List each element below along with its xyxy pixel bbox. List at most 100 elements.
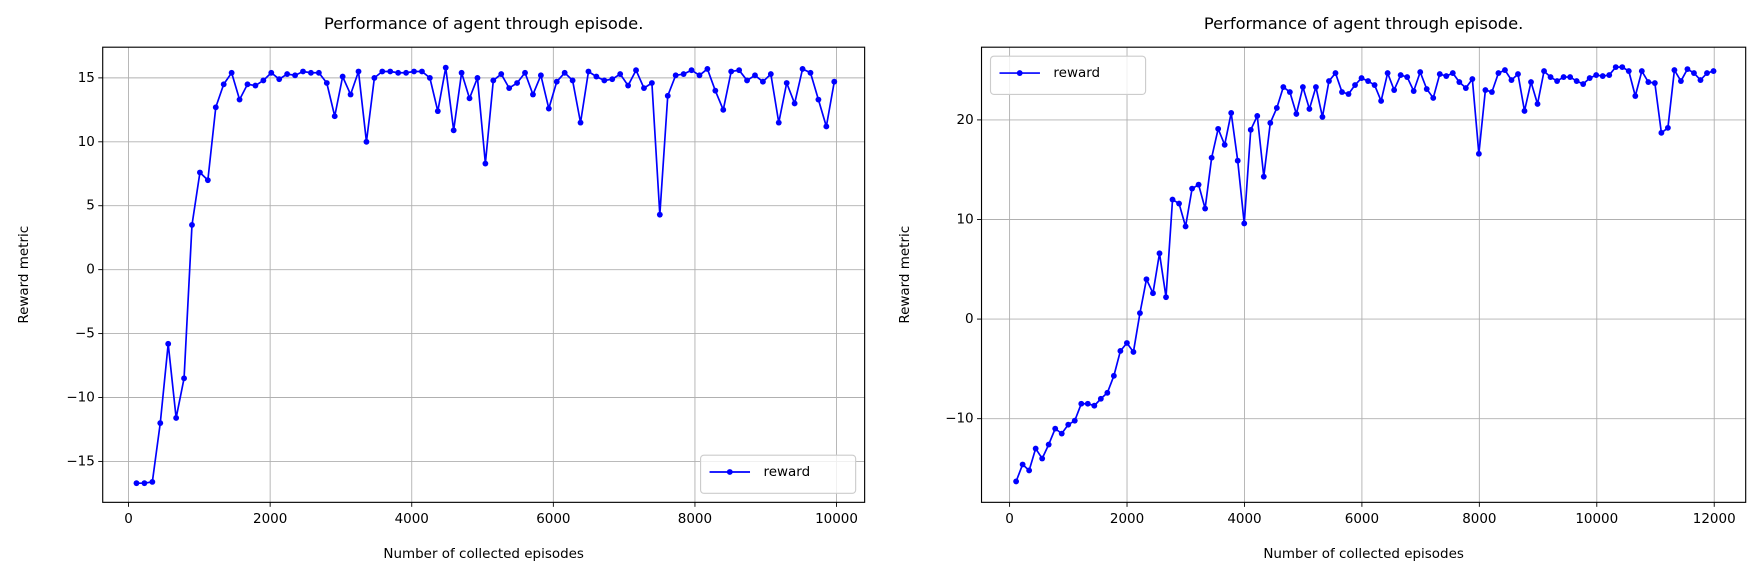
data-point: [672, 72, 679, 79]
data-point: [1560, 74, 1567, 80]
data-point: [244, 81, 251, 88]
data-point: [339, 73, 346, 80]
data-point: [1013, 478, 1020, 485]
data-point: [522, 69, 528, 76]
x-tick-label: 2000: [1110, 511, 1144, 527]
data-point: [220, 81, 227, 88]
x-tick-label: 6000: [536, 511, 570, 527]
data-point: [783, 80, 790, 86]
plot-frame: [102, 46, 866, 503]
data-point: [411, 68, 417, 75]
data-point: [276, 76, 283, 83]
data-point: [1032, 445, 1039, 452]
x-tick-label: 12000: [1693, 511, 1736, 527]
y-tick-label: 5: [86, 198, 95, 214]
y-tick-label: −10: [945, 411, 973, 427]
data-point: [720, 106, 727, 113]
data-point: [1332, 70, 1339, 77]
x-tick-label: 4000: [395, 511, 429, 527]
data-point: [1267, 119, 1274, 126]
data-point: [1215, 125, 1222, 132]
data-point: [744, 77, 750, 84]
data-point: [1182, 223, 1189, 230]
data-point: [1352, 82, 1358, 88]
data-point: [1495, 70, 1502, 77]
data-point: [300, 68, 306, 75]
data-line: [1015, 66, 1714, 482]
data-point: [1645, 79, 1652, 85]
data-point: [1228, 110, 1235, 116]
y-tick-label: −15: [66, 453, 94, 469]
data-point: [1488, 89, 1495, 95]
data-point: [1580, 81, 1587, 87]
data-point: [1195, 181, 1202, 188]
data-point: [426, 74, 433, 81]
legend-label: reward: [1053, 65, 1100, 81]
data-point: [759, 78, 766, 85]
legend-label: reward: [764, 464, 811, 480]
data-point: [1449, 70, 1456, 77]
data-point: [1515, 71, 1521, 78]
data-point: [1293, 111, 1300, 117]
data-point: [498, 71, 505, 77]
data-point: [149, 478, 156, 485]
data-point: [1632, 93, 1639, 99]
data-point: [688, 67, 695, 74]
x-tick-label: 8000: [678, 511, 712, 527]
y-tick-label: 15: [78, 70, 95, 86]
data-point: [1091, 402, 1098, 409]
data-point: [236, 96, 243, 103]
data-point: [1286, 89, 1293, 95]
data-point: [1410, 88, 1417, 94]
data-point: [442, 64, 449, 71]
data-point: [1671, 67, 1678, 74]
data-point: [355, 68, 362, 75]
data-point: [1456, 79, 1463, 85]
data-point: [633, 67, 639, 74]
data-point: [1097, 395, 1104, 402]
legend-box: [700, 454, 857, 494]
x-tick-label: 0: [124, 511, 133, 527]
legend-box: [989, 55, 1147, 95]
x-tick-label: 6000: [1345, 511, 1379, 527]
data-point: [387, 68, 394, 75]
data-point: [752, 72, 758, 79]
data-point: [1586, 75, 1593, 81]
data-point: [1554, 78, 1561, 84]
data-point: [648, 80, 655, 86]
data-point: [1150, 290, 1156, 297]
data-point: [1391, 87, 1398, 93]
data-point: [1143, 276, 1150, 283]
data-point: [133, 480, 140, 487]
data-point: [1169, 196, 1176, 203]
data-point: [728, 68, 735, 75]
data-point: [1547, 74, 1554, 80]
data-point: [704, 66, 711, 72]
data-point: [553, 78, 560, 85]
x-tick-label: 0: [1005, 511, 1014, 527]
data-point: [1110, 372, 1117, 379]
data-point: [1678, 78, 1684, 84]
data-point: [458, 69, 465, 76]
data-point: [1123, 340, 1130, 346]
data-point: [1443, 73, 1450, 80]
data-point: [1189, 185, 1196, 192]
data-point: [617, 71, 624, 77]
data-point: [1202, 205, 1209, 212]
data-point: [1058, 430, 1065, 437]
data-point: [1625, 68, 1632, 75]
data-point: [1130, 349, 1137, 355]
data-point: [736, 67, 743, 74]
data-point: [1567, 74, 1574, 80]
data-point: [656, 211, 663, 218]
x-tick-label: 8000: [1462, 511, 1496, 527]
legend-marker: [1016, 70, 1023, 76]
data-point: [1319, 113, 1326, 120]
data-point: [1039, 455, 1046, 462]
data-point: [1423, 86, 1430, 92]
data-point: [1260, 173, 1267, 180]
data-point: [204, 177, 211, 184]
data-point: [680, 71, 687, 77]
data-point: [1078, 400, 1085, 407]
